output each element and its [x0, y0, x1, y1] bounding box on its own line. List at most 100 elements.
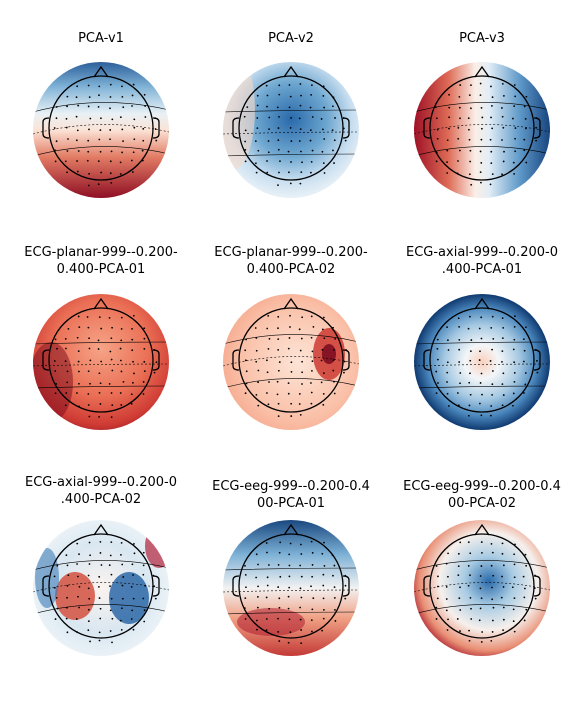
sensor-dot — [99, 129, 102, 132]
sensor-dot — [278, 597, 281, 600]
sensor-dot — [491, 348, 493, 351]
sensor-dot — [143, 370, 146, 373]
sensor-dot — [534, 597, 537, 600]
sensor-dot — [55, 140, 58, 143]
sensor-dot — [255, 619, 258, 622]
sensor-dot — [99, 541, 102, 543]
sensor-dot — [446, 149, 449, 152]
sensor-dot — [288, 618, 291, 621]
sensor-dot — [500, 107, 503, 109]
sensor-dot — [287, 595, 290, 598]
panel-6-title-line1: ECG-axial-999--0.200-0 — [406, 245, 558, 260]
sensor-dot — [289, 326, 291, 328]
sensor-dot — [467, 564, 470, 567]
sensor-dot — [53, 360, 56, 362]
sensor-dot — [491, 393, 493, 396]
panel-5-title-line2: 0.400-PCA-02 — [247, 262, 336, 277]
sensor-dot — [133, 138, 136, 141]
sensor-dot — [108, 316, 111, 319]
sensor-dot — [301, 360, 303, 363]
sensor-dot — [154, 597, 157, 600]
sensor-dot — [525, 95, 528, 98]
sensor-dot — [132, 314, 135, 317]
sensor-dot — [287, 150, 290, 153]
sensor-dot — [513, 173, 515, 175]
sensor-dot — [513, 338, 516, 341]
sensor-dot — [288, 84, 291, 86]
topomap-panel-7 — [33, 520, 169, 656]
head-outline — [429, 75, 535, 181]
sensor-dot — [468, 629, 470, 632]
sensor-dot — [458, 348, 461, 351]
sensor-dot — [130, 618, 133, 620]
contour-line — [33, 341, 169, 345]
sensor-dot — [331, 105, 334, 108]
sensor-dot — [298, 328, 301, 331]
sensor-dot — [435, 606, 438, 609]
sensor-dot — [110, 181, 113, 184]
sensor-dot — [501, 337, 504, 340]
sensor-dot — [525, 127, 527, 130]
sensor-dot — [311, 608, 314, 611]
sensor-dot — [459, 630, 461, 632]
sensor-dot — [131, 349, 134, 352]
sensor-dot — [513, 361, 516, 364]
sensor-dot — [245, 586, 247, 589]
sensor-dot — [323, 541, 325, 544]
head-outline — [48, 533, 154, 639]
sensor-dot — [310, 336, 313, 339]
sensor-dot — [88, 172, 91, 175]
sensor-dot — [322, 128, 324, 131]
sensor-dot — [513, 372, 516, 374]
sensor-dot — [491, 631, 494, 633]
sensor-dot — [267, 140, 270, 142]
contour-line — [414, 124, 550, 135]
nose-marker — [93, 523, 109, 536]
sensor-dot — [446, 381, 448, 383]
sensor-dot — [257, 596, 259, 598]
sensor-dot — [130, 159, 133, 162]
sensor-dot — [458, 597, 461, 600]
sensor-dot — [491, 551, 494, 554]
sensor-dot — [489, 360, 492, 362]
sensor-dot — [287, 347, 290, 350]
sensor-dot — [437, 382, 439, 384]
sensor-dot — [53, 127, 56, 129]
sensor-dot — [75, 618, 78, 620]
sensor-dot — [492, 574, 495, 577]
contour-line — [33, 146, 169, 157]
sensor-dot — [78, 585, 81, 588]
sensor-dot — [87, 139, 90, 142]
sensor-dot — [300, 94, 302, 97]
sensor-dot — [76, 542, 79, 545]
sensor-dot — [256, 628, 258, 631]
sensor-dot — [142, 393, 145, 395]
sensor-dot — [278, 171, 280, 174]
sensor-dot — [480, 337, 483, 340]
sensor-dot — [445, 562, 448, 565]
sensor-dot — [132, 597, 135, 600]
sensor-dot — [109, 350, 112, 353]
sensor-dot — [502, 126, 505, 129]
sensor-dot — [121, 151, 123, 154]
contour-line — [33, 124, 169, 135]
sensor-dot — [277, 338, 280, 341]
sensor-dot — [480, 316, 483, 319]
sensor-dot — [120, 628, 123, 631]
head-outline — [48, 75, 154, 181]
sensor-dot — [311, 551, 314, 554]
sensor-dot — [469, 149, 472, 152]
sensor-dot — [334, 117, 336, 119]
sensor-dot — [459, 586, 461, 589]
sensor-dot — [76, 336, 79, 339]
sensor-dot — [501, 360, 503, 363]
sensor-dot — [265, 359, 268, 362]
sensor-dot — [290, 402, 293, 405]
sensor-dot — [436, 597, 439, 600]
right-ear — [152, 349, 160, 371]
sensor-dot — [64, 160, 67, 163]
sensor-dot — [309, 106, 312, 109]
sensor-dot — [64, 404, 67, 407]
sensor-dot — [89, 554, 92, 557]
sensor-dot — [99, 552, 102, 554]
